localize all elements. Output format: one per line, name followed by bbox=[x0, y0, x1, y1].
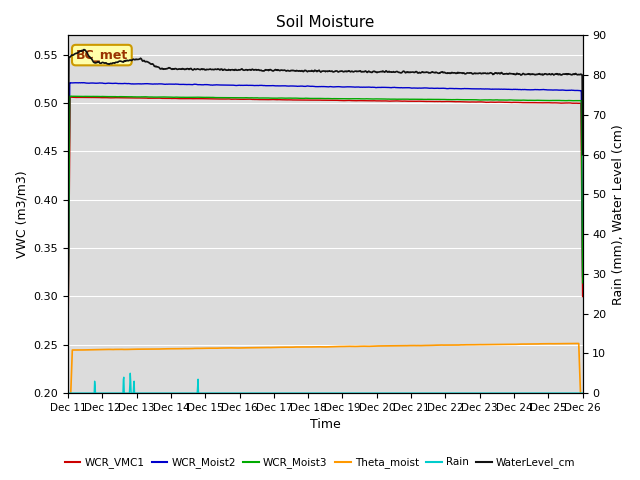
Legend: WCR_VMC1, WCR_Moist2, WCR_Moist3, Theta_moist, Rain, WaterLevel_cm: WCR_VMC1, WCR_Moist2, WCR_Moist3, Theta_… bbox=[60, 453, 580, 472]
Title: Soil Moisture: Soil Moisture bbox=[276, 15, 374, 30]
X-axis label: Time: Time bbox=[310, 419, 340, 432]
Text: BC_met: BC_met bbox=[76, 48, 128, 61]
Y-axis label: Rain (mm), Water Level (cm): Rain (mm), Water Level (cm) bbox=[612, 124, 625, 305]
Y-axis label: VWC (m3/m3): VWC (m3/m3) bbox=[15, 170, 28, 258]
